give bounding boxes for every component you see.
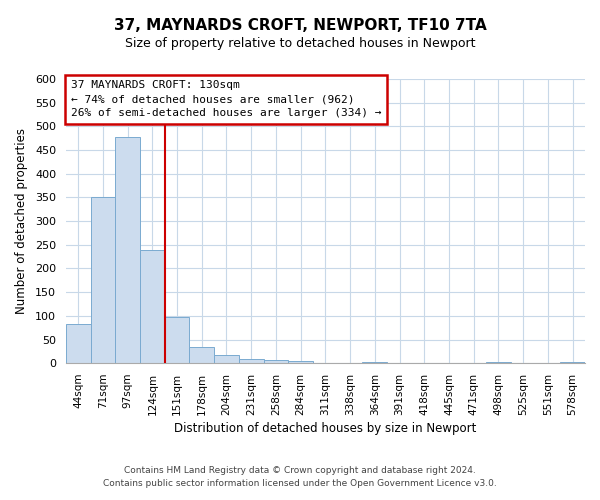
Bar xyxy=(239,360,263,363)
X-axis label: Distribution of detached houses by size in Newport: Distribution of detached houses by size … xyxy=(174,422,476,435)
Bar xyxy=(66,324,91,363)
Bar xyxy=(560,362,585,363)
Bar xyxy=(190,346,214,363)
Bar xyxy=(164,318,190,363)
Bar xyxy=(289,361,313,363)
Bar xyxy=(91,198,115,363)
Y-axis label: Number of detached properties: Number of detached properties xyxy=(15,128,28,314)
Bar xyxy=(486,362,511,363)
Bar xyxy=(140,250,164,363)
Bar xyxy=(362,362,387,363)
Text: Size of property relative to detached houses in Newport: Size of property relative to detached ho… xyxy=(125,38,475,51)
Text: 37, MAYNARDS CROFT, NEWPORT, TF10 7TA: 37, MAYNARDS CROFT, NEWPORT, TF10 7TA xyxy=(113,18,487,32)
Bar xyxy=(115,137,140,363)
Bar xyxy=(214,354,239,363)
Text: 37 MAYNARDS CROFT: 130sqm
← 74% of detached houses are smaller (962)
26% of semi: 37 MAYNARDS CROFT: 130sqm ← 74% of detac… xyxy=(71,80,382,118)
Text: Contains HM Land Registry data © Crown copyright and database right 2024.
Contai: Contains HM Land Registry data © Crown c… xyxy=(103,466,497,487)
Bar xyxy=(263,360,289,363)
